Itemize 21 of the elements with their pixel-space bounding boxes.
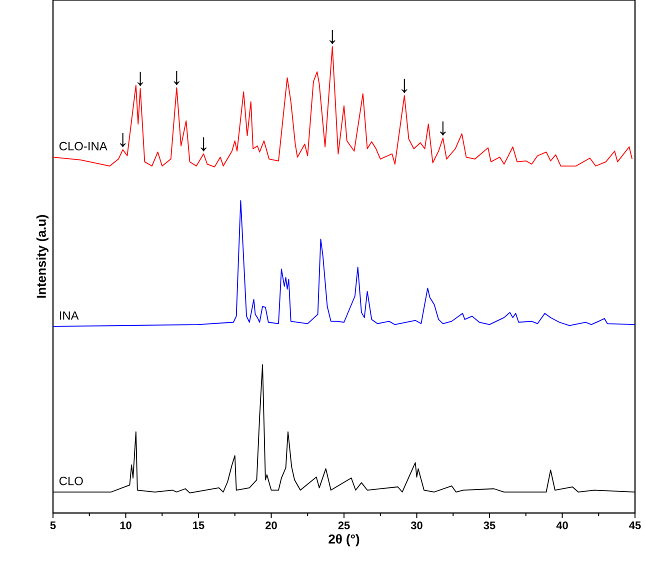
annotation: ↓ [330, 30, 336, 44]
x-tick-label: 15 [193, 522, 204, 530]
annotation: ↓ [200, 137, 206, 152]
x-tick-label: 10 [120, 522, 132, 530]
annotation: ↓ [402, 78, 408, 94]
x-tick-label: 45 [629, 522, 641, 530]
x-tick-label: 25 [338, 522, 350, 530]
series-label: CLO-INA [59, 142, 108, 150]
x-tick-label: 20 [266, 522, 277, 530]
x-tick-label: 30 [410, 522, 422, 530]
y-axis-title: Intensity (a.u) [36, 215, 48, 298]
annotation: ↓ [137, 72, 144, 86]
series-label: INA [60, 311, 79, 320]
x-tick-label: 40 [556, 522, 568, 530]
series-label: CLO [59, 476, 83, 486]
annotation: ↓ [120, 133, 126, 148]
x-tick-label: 35 [484, 522, 496, 530]
x-axis-title: 2θ (°) [328, 534, 360, 546]
annotation: ↓ [174, 70, 180, 86]
x-tick-label: 5 [50, 522, 56, 530]
annotation: ↓ [440, 121, 446, 136]
